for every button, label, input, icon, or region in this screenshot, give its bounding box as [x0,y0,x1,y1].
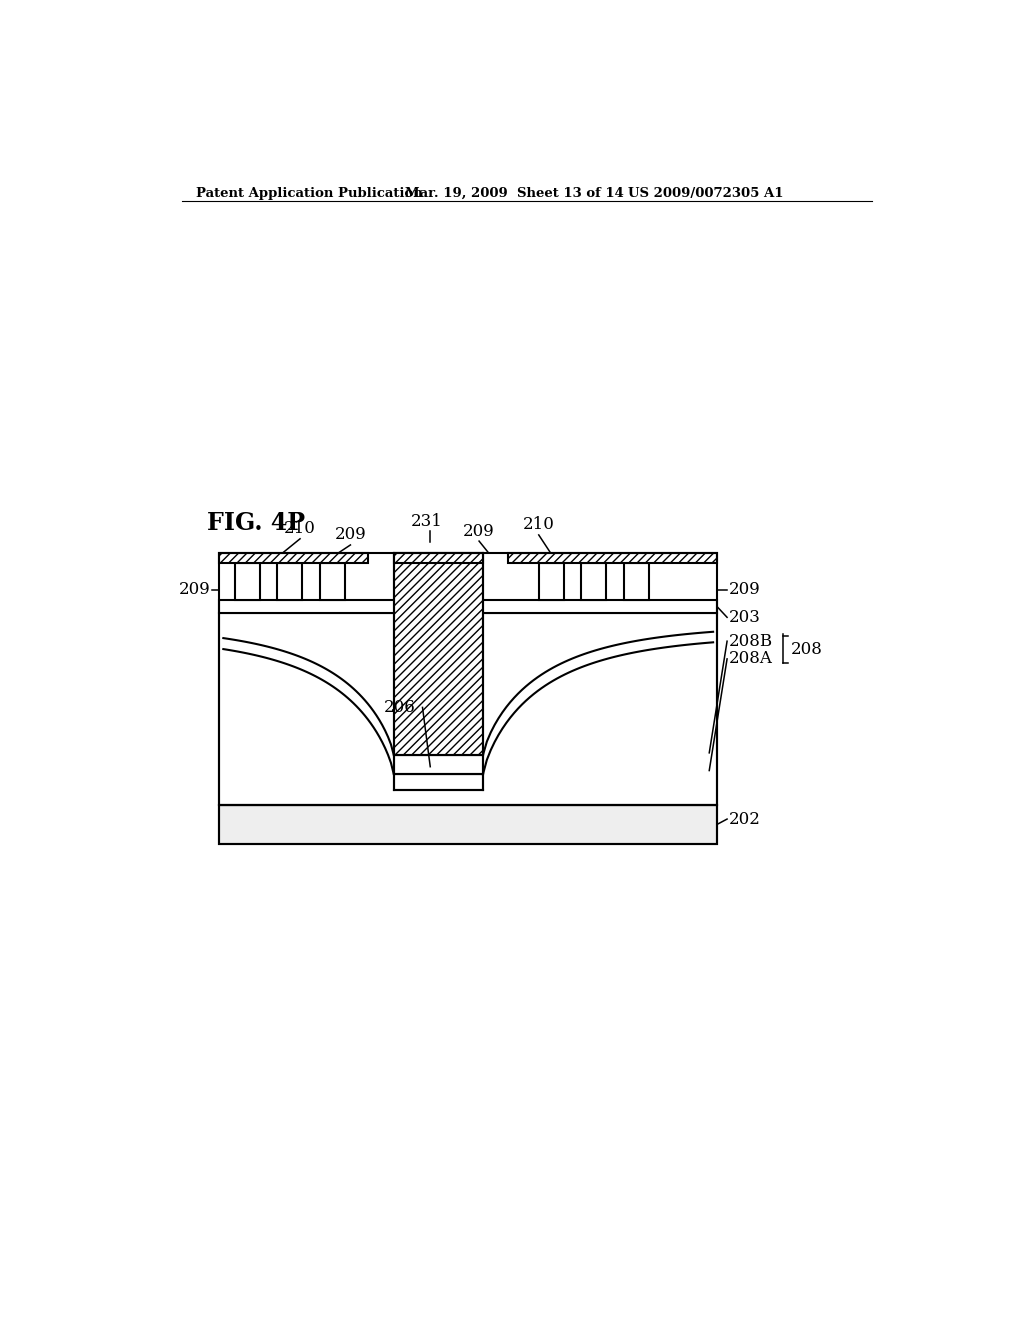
Text: 209: 209 [463,523,495,540]
Text: 209: 209 [335,527,367,544]
Bar [234,564,260,601]
Text: 208: 208 [791,642,822,659]
Bar [394,775,483,789]
Text: 210: 210 [523,516,555,533]
Text: Patent Application Publication: Patent Application Publication [197,187,423,199]
Text: FIG. 4P: FIG. 4P [207,511,305,535]
Bar [539,564,563,601]
Text: 231: 231 [411,512,442,529]
Text: 208B: 208B [729,632,773,649]
Text: 202: 202 [729,810,761,828]
Text: Mar. 19, 2009  Sheet 13 of 14: Mar. 19, 2009 Sheet 13 of 14 [406,187,625,199]
Bar [219,601,717,612]
Bar [321,564,345,601]
Bar [219,553,369,564]
Bar [582,564,606,601]
Bar [624,564,649,601]
Text: 208A: 208A [729,651,772,668]
Bar [219,805,717,843]
Text: 206: 206 [383,698,415,715]
Bar [394,553,483,564]
Text: 203: 203 [729,609,761,626]
Text: 210: 210 [284,520,316,537]
Bar [219,805,717,843]
Text: 209: 209 [729,581,761,598]
Bar [508,553,717,564]
Bar [219,612,717,805]
Text: 209: 209 [179,581,211,598]
Bar [219,553,717,805]
Bar [394,755,483,775]
Bar [276,564,302,601]
Text: US 2009/0072305 A1: US 2009/0072305 A1 [628,187,783,199]
Bar [394,553,483,755]
